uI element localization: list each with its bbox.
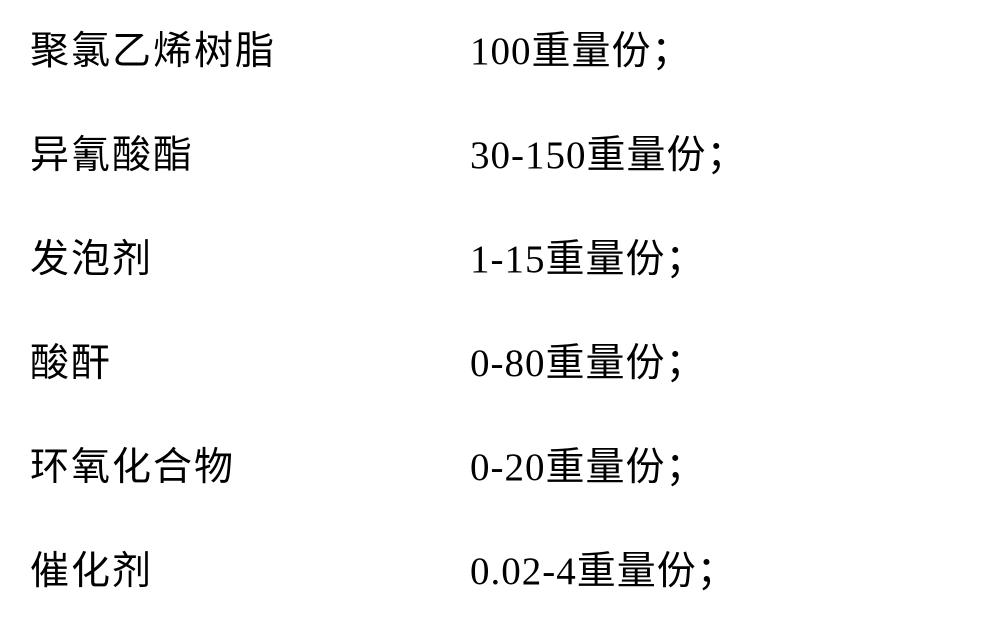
ingredient-cell: 聚氯乙烯树脂 — [30, 20, 470, 76]
ingredient-cell: 异氰酸酯 — [30, 124, 470, 180]
table-row: 异氰酸酯 30-150重量份； — [30, 124, 961, 180]
table-row: 酸酐 0-80重量份； — [30, 332, 961, 388]
table-row: 催化剂 0.02-4重量份； — [30, 540, 961, 596]
ingredient-cell: 环氧化合物 — [30, 436, 470, 492]
amount-cell: 100重量份； — [470, 20, 692, 76]
amount-cell: 30-150重量份； — [470, 124, 747, 180]
table-row: 发泡剂 1-15重量份； — [30, 228, 961, 284]
composition-table: 聚氯乙烯树脂 100重量份； 异氰酸酯 30-150重量份； 发泡剂 1-15重… — [30, 20, 961, 596]
amount-cell: 1-15重量份； — [470, 228, 706, 284]
ingredient-cell: 催化剂 — [30, 540, 470, 596]
amount-cell: 0-20重量份； — [470, 436, 706, 492]
amount-cell: 0.02-4重量份； — [470, 540, 737, 596]
table-row: 聚氯乙烯树脂 100重量份； — [30, 20, 961, 76]
ingredient-cell: 酸酐 — [30, 332, 470, 388]
table-row: 环氧化合物 0-20重量份； — [30, 436, 961, 492]
amount-cell: 0-80重量份； — [470, 332, 706, 388]
ingredient-cell: 发泡剂 — [30, 228, 470, 284]
